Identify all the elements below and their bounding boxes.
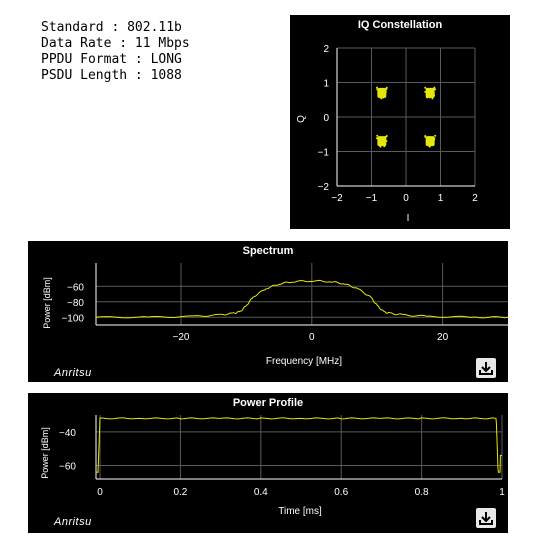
power-profile-download-button[interactable] xyxy=(476,508,496,528)
power-profile-chart: 0 0.2 0.4 0.6 0.8 1 −40 −60 Time [ms] Power [dBm]… xyxy=(28,393,508,533)
y-tick-label: −2 xyxy=(318,182,330,193)
y-axis-label: Power [dBm] xyxy=(42,277,52,329)
x-tick-label: 2 xyxy=(472,193,478,204)
constellation-point xyxy=(382,96,385,99)
x-tick-label: 0.4 xyxy=(254,487,268,498)
y-axis-label: Power [dBm] xyxy=(40,427,50,479)
x-tick-label: 0.2 xyxy=(173,487,187,498)
constellation-point xyxy=(385,88,388,91)
x-tick-label: −2 xyxy=(331,193,343,204)
x-axis-label: Frequency [MHz] xyxy=(266,356,342,367)
x-tick-label: 0 xyxy=(97,487,103,498)
constellation-point xyxy=(424,135,427,138)
iq-constellation-chart: −2 −1 0 1 2 2 1 0 −1 −2 I Q IQ Constellation xyxy=(290,15,510,229)
constellation-point xyxy=(380,144,383,147)
spectrum-trace xyxy=(95,279,508,319)
constellation-point xyxy=(425,96,428,99)
constellation-point xyxy=(378,94,381,97)
x-tick-label: 0.6 xyxy=(334,487,348,498)
x-tick-label: 1 xyxy=(438,193,444,204)
x-tick-label: 0.8 xyxy=(415,487,429,498)
constellation-point xyxy=(433,137,436,140)
anritsu-logo: Anritsu xyxy=(54,516,92,528)
y-tick-label: −100 xyxy=(61,313,84,324)
x-tick-label: −1 xyxy=(366,193,378,204)
spectrum-chart: −20 0 20 −60 −80 −100 Frequency [MHz] Power [dB… xyxy=(28,241,508,382)
constellation-point xyxy=(431,144,434,147)
constellation-point xyxy=(383,94,386,97)
constellation-point xyxy=(383,145,386,148)
constellation-point xyxy=(433,86,436,89)
x-tick-label: 0 xyxy=(403,193,409,204)
y-tick-label: −1 xyxy=(318,148,330,159)
constellation-point xyxy=(376,134,379,137)
y-tick-label: 2 xyxy=(323,44,329,55)
x-tick-label: 20 xyxy=(437,332,449,343)
download-icon xyxy=(479,512,493,525)
constellation-point xyxy=(425,136,435,147)
x-tick-label: −20 xyxy=(173,332,190,343)
power-profile-chart-title: Power Profile xyxy=(232,397,304,409)
y-tick-label: −60 xyxy=(59,462,76,473)
constellation-point xyxy=(380,97,383,100)
iq-constellation-plot: −2 −1 0 1 2 2 1 0 −1 −2 I Q xyxy=(296,44,478,224)
constellation-point xyxy=(378,138,381,141)
constellation-point xyxy=(434,134,437,137)
constellation-point xyxy=(376,88,379,91)
spectrum-plot: −20 0 20 −60 −80 −100 Frequency [MHz] Power [dB… xyxy=(42,263,508,367)
power-profile-trace xyxy=(96,417,502,473)
ppdu-format-label: PPDU Format : LONG xyxy=(41,52,182,67)
psdu-length-label: PSDU Length : 1088 xyxy=(41,68,182,83)
data-rate-label: Data Rate : 11 Mbps xyxy=(41,36,190,51)
constellation-point xyxy=(384,90,387,93)
spectrum-download-button[interactable] xyxy=(476,358,496,378)
constellation-point xyxy=(428,94,431,97)
y-tick-label: −80 xyxy=(67,298,84,309)
constellation-point xyxy=(384,135,387,138)
constellation-point xyxy=(375,137,378,140)
y-tick-label: 1 xyxy=(323,79,329,90)
download-icon xyxy=(479,362,493,375)
constellation-point xyxy=(424,90,427,93)
constellation-point xyxy=(424,86,427,89)
anritsu-logo: Anritsu xyxy=(54,367,92,379)
y-tick-label: 0 xyxy=(323,113,329,124)
constellation-point xyxy=(434,88,437,91)
power-profile-plot: 0 0.2 0.4 0.6 0.8 1 −40 −60 Time [ms] Power [dBm] xyxy=(40,415,505,517)
spectrum-chart-title: Spectrum xyxy=(242,245,294,257)
constellation-point xyxy=(377,136,387,147)
constellation-point xyxy=(433,94,436,97)
x-tick-label: 0 xyxy=(309,332,315,343)
iq-chart-title: IQ Constellation xyxy=(357,19,443,31)
constellation-point xyxy=(377,87,387,98)
constellation-point xyxy=(425,88,428,91)
constellation-point xyxy=(385,139,388,142)
y-axis-label: Q xyxy=(296,115,307,123)
y-tick-label: −40 xyxy=(59,428,76,439)
standard-label: Standard : 802.11b xyxy=(41,20,182,35)
constellation-point xyxy=(382,141,385,144)
x-tick-label: 1 xyxy=(499,487,505,498)
signal-info: Standard : 802.11b Data Rate : 11 Mbps P… xyxy=(41,20,190,84)
x-axis-label: I xyxy=(407,213,410,224)
constellation-point xyxy=(425,87,435,98)
constellation-point xyxy=(379,145,382,148)
y-tick-label: −60 xyxy=(67,282,84,293)
constellation-point xyxy=(425,141,428,144)
constellation-point xyxy=(425,139,428,142)
constellation-point xyxy=(433,138,436,141)
x-axis-label: Time [ms] xyxy=(278,506,322,517)
constellation-point xyxy=(428,96,431,99)
constellation-point xyxy=(428,145,431,148)
constellation-point xyxy=(375,86,378,89)
constellation-point xyxy=(431,97,434,100)
